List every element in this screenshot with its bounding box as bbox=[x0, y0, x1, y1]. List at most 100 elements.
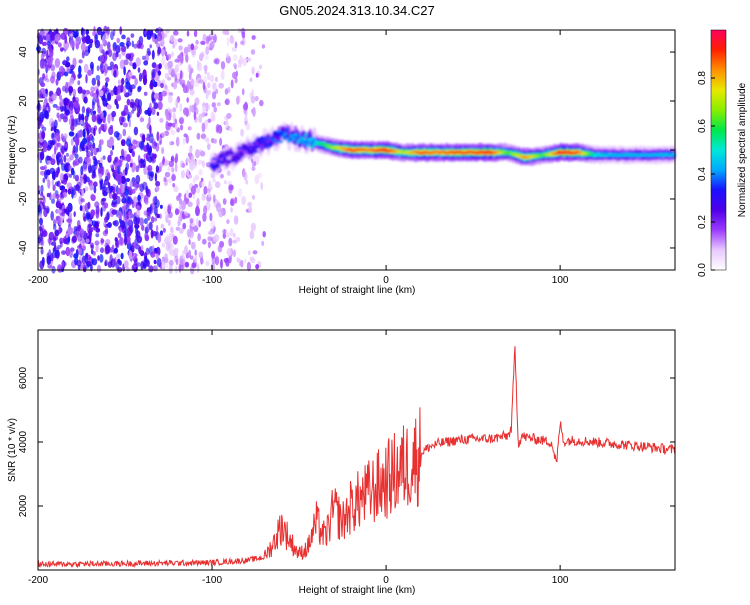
colorbar-tick-label: 0.6 bbox=[697, 119, 708, 133]
spectrogram-noise-blob bbox=[252, 250, 258, 255]
spectrogram-noise-blob bbox=[195, 206, 200, 217]
spectrogram-noise-blob bbox=[196, 263, 200, 274]
spectrogram-trace-cell bbox=[209, 163, 215, 167]
spectrogram-noise-blob bbox=[206, 71, 211, 81]
spectrogram-noise-blob bbox=[146, 223, 150, 233]
spectrogram-noise-blob bbox=[44, 96, 48, 105]
spectrogram-noise-blob bbox=[143, 91, 148, 96]
spectrogram-noise-blob bbox=[81, 189, 85, 197]
spectrogram-noise-blob bbox=[247, 202, 253, 207]
spectrogram-noise-blob bbox=[58, 198, 62, 203]
spectrogram-noise-blob bbox=[50, 64, 56, 72]
spectrogram-noise-blob bbox=[149, 145, 152, 154]
spectrogram-noise-blob bbox=[185, 53, 189, 63]
spectrogram-noise-blob bbox=[51, 153, 56, 159]
spectrogram-noise-blob bbox=[128, 250, 133, 260]
spectrogram-noise-blob bbox=[147, 164, 153, 173]
spectrogram-noise-blob bbox=[46, 192, 51, 198]
spectrogram-noise-blob bbox=[128, 118, 131, 128]
spectrogram-noise-blob bbox=[85, 34, 91, 45]
spectrogram-noise-blob bbox=[191, 262, 197, 268]
spectrogram-noise-blob bbox=[176, 73, 181, 78]
spectrogram-noise-blob bbox=[142, 134, 146, 143]
spectrogram-noise-blob bbox=[110, 89, 115, 97]
spectrogram-noise-blob bbox=[159, 135, 162, 145]
spectrogram-noise-blob bbox=[85, 74, 88, 84]
spectrogram-noise-blob bbox=[194, 174, 200, 181]
spectrogram-noise-blob bbox=[164, 211, 168, 216]
spectrogram-noise-blob bbox=[127, 217, 133, 228]
spectrogram-noise-blob bbox=[119, 133, 123, 140]
spectrogram-noise-blob bbox=[182, 137, 186, 145]
spectrogram-noise-blob bbox=[125, 178, 131, 182]
spectrogram-noise-blob bbox=[65, 152, 69, 157]
spectrogram-noise-blob bbox=[85, 238, 90, 243]
spectrogram-noise-blob bbox=[85, 146, 89, 153]
spectrogram-noise-blob bbox=[218, 208, 224, 218]
spectrogram-noise-blob bbox=[64, 143, 68, 148]
spectrogram-noise-blob bbox=[39, 260, 45, 270]
spectrogram-noise-blob bbox=[155, 165, 159, 173]
spectrogram-noise-blob bbox=[80, 119, 83, 125]
spectrogram-noise-blob bbox=[126, 197, 132, 204]
spectrogram-trace-cell bbox=[312, 143, 317, 146]
spectrogram-noise-blob bbox=[120, 175, 126, 185]
spectrogram-noise-blob bbox=[161, 261, 165, 269]
spectrogram-noise-blob bbox=[125, 154, 131, 162]
spectrogram-noise-blob bbox=[63, 133, 68, 140]
spectrogram-noise-blob bbox=[250, 49, 256, 55]
spectrogram-noise-blob bbox=[178, 214, 182, 224]
spectrogram-noise-blob bbox=[50, 75, 55, 84]
spectrogram-noise-blob bbox=[151, 244, 155, 253]
spectrogram-noise-blob bbox=[81, 50, 85, 59]
spectrogram-noise-blob bbox=[40, 246, 44, 255]
spectrogram-noise-blob bbox=[69, 154, 74, 161]
spectrogram-noise-blob bbox=[55, 78, 59, 86]
spectrogram-noise-blob bbox=[234, 196, 238, 204]
spectrogram-noise-blob bbox=[128, 71, 133, 77]
spectrogram-noise-blob bbox=[90, 127, 95, 134]
spectrogram-trace-cell bbox=[301, 138, 307, 141]
spectrogram-noise-blob bbox=[133, 196, 138, 204]
spectrogram-trace-cell bbox=[234, 152, 240, 158]
spectrogram-noise-blob bbox=[165, 235, 170, 241]
spectrogram-noise-blob bbox=[187, 126, 192, 131]
spectrogram-noise-blob bbox=[143, 210, 148, 216]
spectrogram-noise-blob bbox=[68, 118, 72, 126]
spectrogram-noise-blob bbox=[90, 86, 96, 93]
spectrogram-noise-blob bbox=[108, 126, 114, 136]
spectrogram-noise-blob bbox=[73, 253, 78, 259]
spectrogram-noise-blob bbox=[46, 255, 52, 265]
spectrogram-noise-blob bbox=[133, 43, 138, 49]
spectrogram-trace-cell bbox=[237, 146, 242, 149]
spectrogram-noise-blob bbox=[189, 88, 195, 96]
snr-ytick-label: 4000 bbox=[18, 430, 29, 453]
spectrogram-noise-blob bbox=[62, 105, 67, 112]
colorbar-tick-label: 0.8 bbox=[697, 71, 708, 85]
spectrogram-noise-blob bbox=[55, 216, 61, 225]
spectrogram-noise-blob bbox=[81, 106, 86, 114]
colorbar: 0.0 0.2 0.4 0.6 0.8 Normalized spectral ampl… bbox=[697, 29, 748, 277]
spectrogram-noise-blob bbox=[65, 61, 70, 67]
spectrogram-noise-blob bbox=[167, 219, 171, 226]
spectrogram-noise-blob bbox=[95, 243, 99, 253]
spectrogram-noise-blob bbox=[81, 147, 86, 152]
spectrogram-noise-blob bbox=[226, 37, 230, 47]
spectrogram-noise-blob bbox=[226, 247, 233, 257]
spectrogram-noise-blob bbox=[242, 57, 248, 67]
spectrogram-noise-blob bbox=[188, 71, 192, 81]
spectrogram-noise-blob bbox=[59, 143, 63, 149]
spectrogram-noise-blob bbox=[250, 158, 254, 163]
spectrogram-noise-blob bbox=[117, 211, 123, 220]
spectrogram-trace-cell bbox=[297, 139, 302, 143]
spectrogram-noise-blob bbox=[124, 104, 128, 110]
spectrogram-noise-blob bbox=[98, 172, 103, 181]
spectrogram-noise-blob bbox=[57, 264, 63, 273]
spectrogram-noise-blob bbox=[241, 88, 245, 96]
spectrogram-noise-blob bbox=[148, 133, 154, 144]
spectrogram-noise-blob bbox=[164, 171, 171, 178]
spectrogram-noise-blob bbox=[182, 85, 187, 93]
spectrogram-noise-blob bbox=[74, 174, 80, 182]
spectrogram-noise-blob bbox=[105, 244, 111, 254]
spectrogram-noise-blob bbox=[72, 89, 76, 95]
